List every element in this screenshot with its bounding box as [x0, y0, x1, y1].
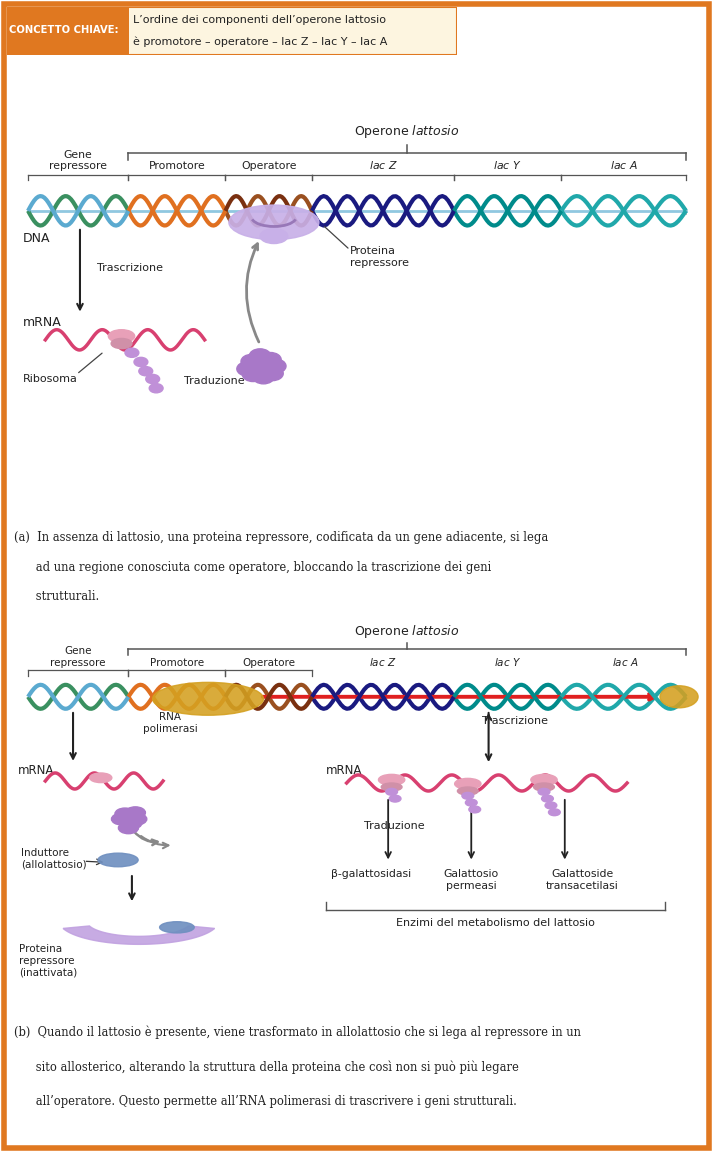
Text: sito allosterico, alterando la struttura della proteina che così non si può più : sito allosterico, alterando la struttura… [14, 1060, 519, 1074]
Text: mRNA: mRNA [326, 765, 362, 778]
Ellipse shape [660, 685, 698, 707]
Ellipse shape [260, 229, 288, 243]
Circle shape [462, 793, 473, 799]
Circle shape [469, 806, 481, 813]
Ellipse shape [381, 783, 402, 791]
Ellipse shape [458, 787, 478, 795]
Ellipse shape [378, 774, 405, 786]
Ellipse shape [533, 783, 554, 791]
FancyBboxPatch shape [7, 7, 457, 55]
Text: $\it{lac}$ $\it{Z}$: $\it{lac}$ $\it{Z}$ [369, 655, 397, 667]
Text: Ribosoma: Ribosoma [23, 374, 78, 384]
Circle shape [253, 370, 274, 384]
Text: Gene
repressore: Gene repressore [51, 646, 106, 667]
Circle shape [139, 366, 153, 376]
Text: Trascrizione: Trascrizione [97, 264, 164, 273]
Text: Galattoside
transacetilasi: Galattoside transacetilasi [545, 869, 618, 890]
Text: Trascrizione: Trascrizione [482, 715, 548, 726]
Circle shape [386, 788, 398, 795]
Text: Promotore: Promotore [149, 161, 206, 172]
Ellipse shape [111, 339, 132, 349]
Circle shape [146, 374, 160, 384]
Circle shape [542, 795, 553, 802]
Text: (a)  In assenza di lattosio, una proteina repressore, codificata da un gene adia: (a) In assenza di lattosio, una proteina… [14, 531, 548, 544]
Ellipse shape [160, 922, 194, 933]
Ellipse shape [98, 854, 138, 866]
Circle shape [237, 362, 258, 376]
Text: DNA: DNA [23, 232, 51, 244]
Circle shape [265, 359, 286, 373]
Circle shape [115, 808, 135, 820]
Text: mRNA: mRNA [23, 316, 62, 328]
Text: $\it{lac}$ $\it{Y}$: $\it{lac}$ $\it{Y}$ [494, 655, 521, 667]
Text: Gene
repressore: Gene repressore [49, 150, 107, 172]
Circle shape [149, 384, 163, 393]
Text: all’operatore. Questo permette all’RNA polimerasi di trascrivere i geni struttur: all’operatore. Questo permette all’RNA p… [14, 1096, 517, 1108]
Text: è promotore – operatore – lac Z – lac Y – lac A: è promotore – operatore – lac Z – lac Y … [133, 37, 388, 47]
Circle shape [126, 806, 146, 818]
Text: CONCETTO CHIAVE:: CONCETTO CHIAVE: [9, 25, 119, 36]
Text: $\it{lac}$ $\it{A}$: $\it{lac}$ $\it{A}$ [612, 655, 639, 667]
Text: Proteina
repressore
(inattivata): Proteina repressore (inattivata) [19, 945, 77, 977]
Circle shape [126, 813, 147, 825]
Text: β-galattosidasi: β-galattosidasi [331, 869, 411, 879]
Text: $\it{lac}$ $\it{A}$: $\it{lac}$ $\it{A}$ [610, 159, 638, 172]
Circle shape [111, 813, 131, 825]
Text: Proteina
repressore: Proteina repressore [350, 247, 409, 267]
Circle shape [242, 367, 264, 381]
Circle shape [548, 809, 560, 816]
Text: ad una regione conosciuta come operatore, bloccando la trascrizione dei geni: ad una regione conosciuta come operatore… [14, 561, 491, 574]
Text: Operone $\it{lattosio}$: Operone $\it{lattosio}$ [354, 123, 460, 141]
Text: mRNA: mRNA [18, 765, 54, 778]
Text: Traduzione: Traduzione [184, 377, 244, 386]
Circle shape [255, 359, 276, 373]
Text: $\it{lac}$ $\it{Y}$: $\it{lac}$ $\it{Y}$ [493, 159, 522, 172]
Text: Galattosio
permeasi: Galattosio permeasi [443, 869, 499, 890]
Ellipse shape [109, 329, 135, 342]
Text: RNA
polimerasi: RNA polimerasi [143, 712, 197, 734]
Circle shape [260, 353, 281, 366]
Text: Traduzione: Traduzione [364, 821, 425, 831]
Text: Induttore
(allolattosio): Induttore (allolattosio) [21, 848, 86, 870]
Circle shape [389, 795, 401, 802]
Text: strutturali.: strutturali. [14, 590, 99, 604]
Circle shape [545, 802, 557, 809]
Text: Operatore: Operatore [242, 658, 295, 667]
Text: (b)  Quando il lattosio è presente, viene trasformato in allolattosio che si leg: (b) Quando il lattosio è presente, viene… [14, 1025, 581, 1039]
Circle shape [134, 357, 148, 366]
Ellipse shape [531, 774, 557, 786]
Text: Promotore: Promotore [150, 658, 204, 667]
Ellipse shape [229, 205, 319, 240]
Circle shape [249, 349, 271, 363]
Ellipse shape [90, 773, 112, 782]
Circle shape [241, 355, 263, 369]
Text: Operone $\it{lattosio}$: Operone $\it{lattosio}$ [354, 623, 460, 639]
Circle shape [466, 799, 477, 806]
Ellipse shape [153, 682, 263, 715]
Circle shape [262, 366, 283, 380]
Text: Enzimi del metabolismo del lattosio: Enzimi del metabolismo del lattosio [396, 918, 595, 927]
Polygon shape [63, 926, 215, 945]
Circle shape [119, 823, 139, 834]
Circle shape [538, 788, 550, 795]
Ellipse shape [455, 779, 481, 789]
FancyBboxPatch shape [7, 7, 129, 55]
Text: L’ordine dei componenti dell’operone lattosio: L’ordine dei componenti dell’operone lat… [133, 15, 386, 25]
Text: Operatore: Operatore [241, 161, 296, 172]
Circle shape [125, 348, 139, 357]
Text: $\it{lac}$ $\it{Z}$: $\it{lac}$ $\it{Z}$ [368, 159, 398, 172]
Circle shape [122, 817, 142, 829]
